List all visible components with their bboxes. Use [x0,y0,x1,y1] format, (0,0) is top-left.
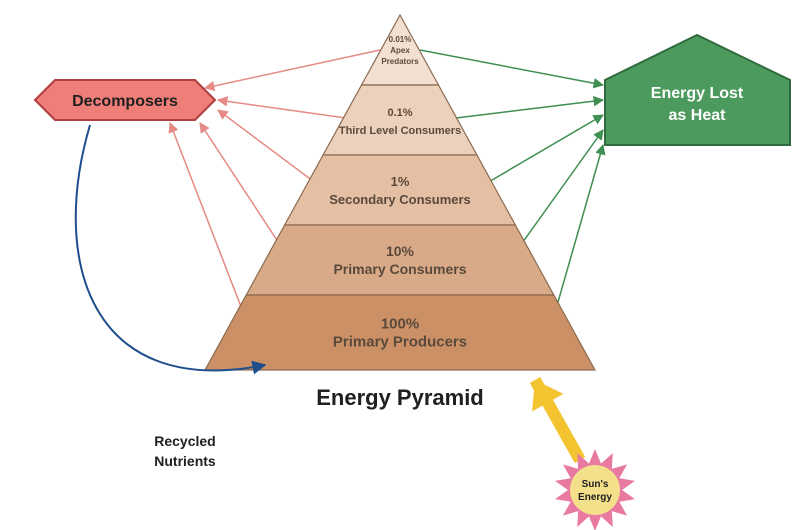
svg-text:10%: 10% [386,243,415,259]
arrow [475,115,603,190]
sun-label-1: Sun's [582,479,609,490]
svg-text:Primary Consumers: Primary Consumers [333,261,466,277]
heat-label-1: Energy Lost [651,85,744,102]
arrow [440,100,603,120]
heat-label-2: as Heat [669,107,727,124]
svg-text:Third Level Consumers: Third Level Consumers [339,125,461,137]
sun-label-2: Energy [578,492,612,503]
svg-text:100%: 100% [381,316,419,333]
svg-text:1%: 1% [391,174,410,189]
svg-text:Apex: Apex [390,46,410,55]
sun-disc [570,465,620,515]
energy-pyramid: 0.01% Apex Predators 0.1% Third Level Consum… [205,15,595,370]
arrow [205,50,380,88]
pyramid-level-4 [205,295,595,370]
arrow [420,50,603,85]
pyramid-level-1 [323,85,477,155]
svg-text:0.01%: 0.01% [389,35,412,44]
svg-text:Predators: Predators [381,57,419,66]
arrow [218,110,325,190]
recycled-label-1: Recycled [154,433,215,449]
decomposers-label: Decomposers [72,93,178,110]
pyramid-level-2 [285,155,516,225]
svg-text:0.1%: 0.1% [387,107,412,119]
diagram-title: Energy Pyramid [316,385,484,410]
recycled-label-2: Nutrients [154,453,216,469]
svg-text:Secondary Consumers: Secondary Consumers [329,192,471,207]
svg-text:Primary Producers: Primary Producers [333,334,467,351]
pyramid-level-3 [246,225,554,295]
arrow [170,123,250,330]
arrow [218,100,360,120]
